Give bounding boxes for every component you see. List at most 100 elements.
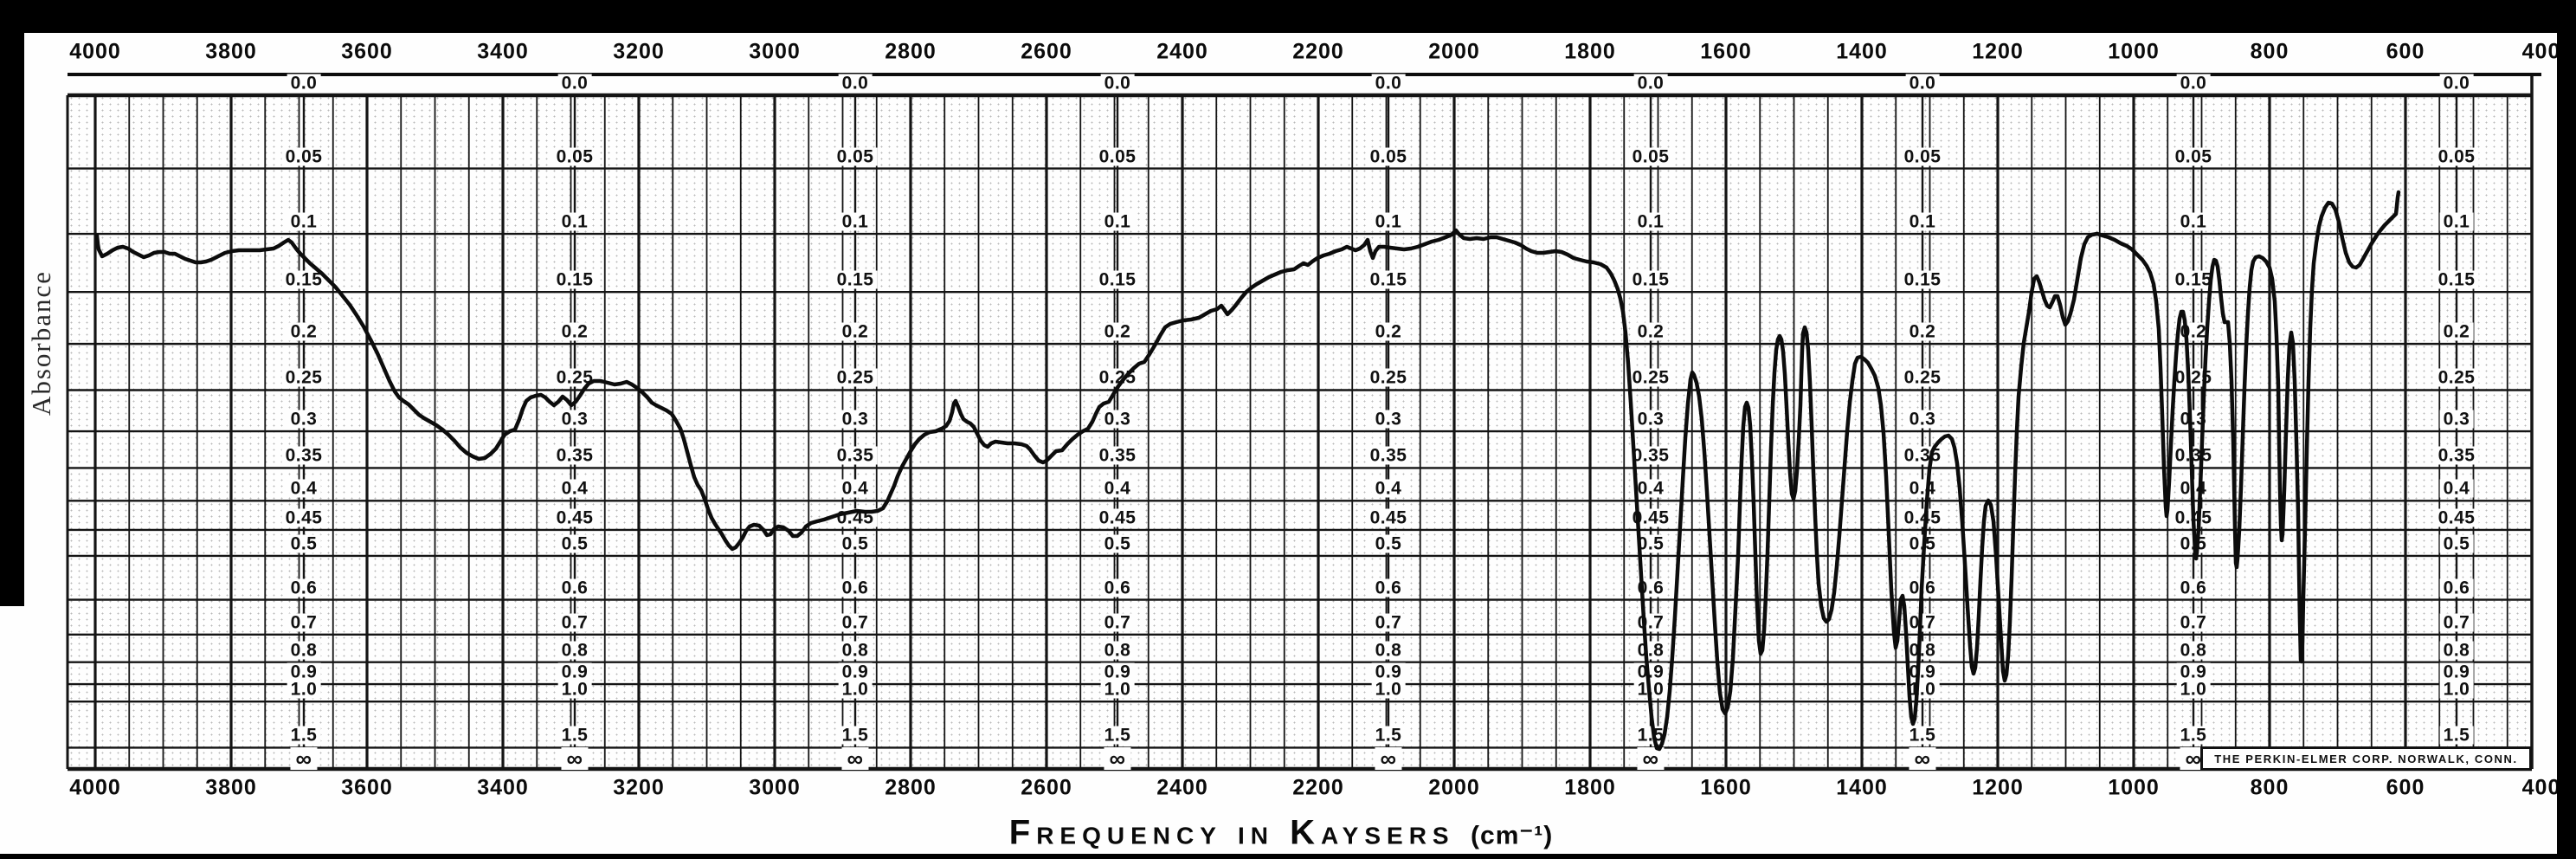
x-axis-label-bottom: 600 [2386,775,2425,800]
absorbance-scale-label: 0.5 [1633,534,1668,553]
absorbance-scale-label: 0.8 [838,641,873,660]
absorbance-scale-label: 1.5 [1100,726,1135,745]
x-axis-label-bottom: 2000 [1428,775,1480,800]
absorbance-scale-label: 0.2 [1633,322,1668,341]
absorbance-scale-label: 0.9 [838,662,873,681]
absorbance-scale-label: 0.7 [1371,613,1406,632]
absorbance-scale-label: 0.3 [1100,410,1135,429]
absorbance-scale-label: 0.35 [1366,446,1411,465]
absorbance-scale-label: 0.8 [557,641,592,660]
absorbance-scale-label: 0.2 [1371,322,1406,341]
absorbance-scale-label: ∞ [841,747,869,770]
absorbance-scale-label: 0.5 [2439,534,2474,553]
absorbance-scale-label: ∞ [1375,747,1402,770]
absorbance-scale-label: 0.05 [1900,147,1945,166]
absorbance-scale-label: 0.6 [557,578,592,597]
absorbance-scale-label: 0.0 [1633,74,1668,93]
x-axis-label-bottom: 4000 [69,775,121,800]
x-axis-label-top: 1800 [1564,39,1616,64]
scan-border-bottom [0,854,2576,859]
absorbance-scale-label: 0.8 [287,641,321,660]
absorbance-scale-label: 0.9 [1100,662,1135,681]
absorbance-scale-label: 0.35 [2434,446,2479,465]
x-axis-label-bottom: 800 [2250,775,2289,800]
absorbance-scale-label: 0.7 [2439,613,2474,632]
absorbance-scale-label: 0.3 [1905,410,1940,429]
x-axis-title: Frequency in Kaysers (cm⁻¹) [1009,814,1553,853]
absorbance-scale-label: 0.45 [552,508,597,527]
absorbance-scale-label: 0.1 [2176,212,2211,231]
absorbance-scale-label: 0.25 [1366,368,1411,387]
absorbance-scale-label: 0.4 [1100,479,1135,498]
absorbance-scale-label: 0.8 [1371,641,1406,660]
absorbance-scale-label: 0.4 [287,479,321,498]
absorbance-scale-label: 0.9 [1633,662,1668,681]
absorbance-scale-label: 0.15 [281,270,326,289]
absorbance-scale-label: 0.8 [2176,641,2211,660]
absorbance-scale-label: 0.6 [2176,578,2211,597]
x-axis-label-top: 1000 [2108,39,2160,64]
x-axis-label-bottom: 1600 [1700,775,1752,800]
absorbance-scale-label: 0.05 [1628,147,1673,166]
absorbance-scale-label: 0.4 [838,479,873,498]
absorbance-scale-label: 0.0 [1371,74,1406,93]
absorbance-scale-label: 0.35 [1628,446,1673,465]
x-axis-title-unit: (cm⁻¹) [1471,821,1554,850]
absorbance-scale-label: 0.15 [1366,270,1411,289]
x-axis-label-bottom: 1400 [1836,775,1888,800]
absorbance-scale-label: 0.35 [281,446,326,465]
absorbance-scale-label: 0.05 [1095,147,1140,166]
absorbance-scale-label: 1.5 [2176,726,2211,745]
x-axis-label-top: 3600 [341,39,393,64]
absorbance-scale-label: 1.5 [2439,726,2474,745]
absorbance-scale-label: 0.0 [557,74,592,93]
absorbance-scale-label: 1.5 [838,726,873,745]
absorbance-scale-label: 0.6 [2439,578,2474,597]
absorbance-scale-label: 1.0 [1100,680,1135,699]
x-axis-label-top: 600 [2386,39,2425,64]
absorbance-scale-label: 0.2 [1100,322,1135,341]
absorbance-scale-label: 0.05 [2171,147,2216,166]
absorbance-scale-label: 0.0 [1905,74,1940,93]
x-axis-label-top: 2000 [1428,39,1480,64]
x-axis-label-top: 3200 [613,39,665,64]
absorbance-scale-label: 0.8 [1905,641,1940,660]
absorbance-scale-label: 0.1 [838,212,873,231]
absorbance-scale-label: ∞ [1909,747,1936,770]
absorbance-scale-label: 0.8 [2439,641,2474,660]
x-axis-label-top: 3000 [749,39,801,64]
absorbance-scale-label: 0.7 [1100,613,1135,632]
absorbance-scale-label: 0.15 [1900,270,1945,289]
absorbance-scale-label: 0.15 [1095,270,1140,289]
absorbance-scale-label: 0.45 [1366,508,1411,527]
absorbance-scale-label: 0.9 [2439,662,2474,681]
x-axis-label-bottom: 3400 [477,775,529,800]
absorbance-scale-label: ∞ [1637,747,1665,770]
absorbance-scale-label: 1.5 [287,726,321,745]
absorbance-scale-label: 0.0 [1100,74,1135,93]
absorbance-scale-label: 0.05 [1366,147,1411,166]
x-axis-label-bottom: 400 [2521,775,2561,800]
absorbance-scale-label: 0.45 [281,508,326,527]
absorbance-scale-label: 0.25 [833,368,878,387]
x-axis-title-text: Frequency in Kaysers [1008,813,1455,852]
top-axis-line [68,73,2541,76]
absorbance-scale-label: 0.3 [1633,410,1668,429]
absorbance-scale-label: 0.05 [833,147,878,166]
absorbance-scale-label: 0.25 [281,368,326,387]
x-axis-label-top: 4000 [69,39,121,64]
absorbance-scale-label: 0.05 [552,147,597,166]
absorbance-scale-label: 0.7 [1905,613,1940,632]
scan-border-right [2557,0,2576,859]
absorbance-scale-label: 0.1 [1905,212,1940,231]
absorbance-scale-label: 0.45 [2434,508,2479,527]
absorbance-scale-label: 0.6 [1371,578,1406,597]
absorbance-scale-label: 0.5 [557,534,592,553]
absorbance-scale-label: 1.0 [287,680,321,699]
x-axis-label-bottom: 3600 [341,775,393,800]
absorbance-scale-label: 0.7 [557,613,592,632]
absorbance-scale-label: 0.9 [1905,662,1940,681]
absorbance-scale-label: 1.0 [2176,680,2211,699]
absorbance-scale-label: ∞ [1104,747,1131,770]
absorbance-scale-label: 0.2 [1905,322,1940,341]
